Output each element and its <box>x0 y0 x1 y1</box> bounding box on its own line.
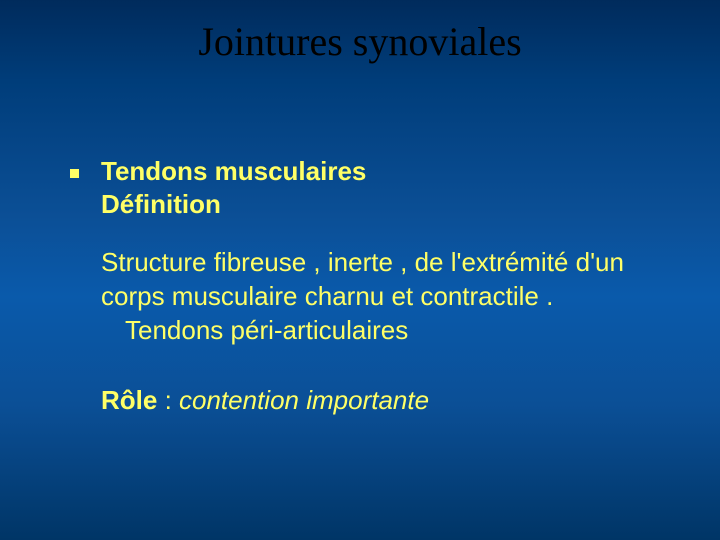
slide-content: Tendons musculaires Définition Structure… <box>70 155 690 416</box>
body-line-1: Structure fibreuse , inerte , de l'extré… <box>101 246 690 280</box>
role-separator: : <box>157 385 179 415</box>
heading-block: Tendons musculaires Définition <box>101 155 366 220</box>
role-value: contention importante <box>179 385 429 415</box>
body-line-2: corps musculaire charnu et contractile . <box>101 280 690 314</box>
slide-title: Jointures synoviales <box>0 18 720 65</box>
slide: Jointures synoviales Tendons musculaires… <box>0 0 720 540</box>
body-text: Structure fibreuse , inerte , de l'extré… <box>101 246 690 347</box>
role-label: Rôle <box>101 385 157 415</box>
heading-line-1: Tendons musculaires <box>101 155 366 188</box>
heading-line-2: Définition <box>101 188 366 221</box>
body-line-3: Tendons péri-articulaires <box>125 314 690 348</box>
bullet-item: Tendons musculaires Définition <box>70 155 690 220</box>
role-line: Rôle : contention importante <box>101 385 690 416</box>
square-bullet-icon <box>70 169 79 178</box>
